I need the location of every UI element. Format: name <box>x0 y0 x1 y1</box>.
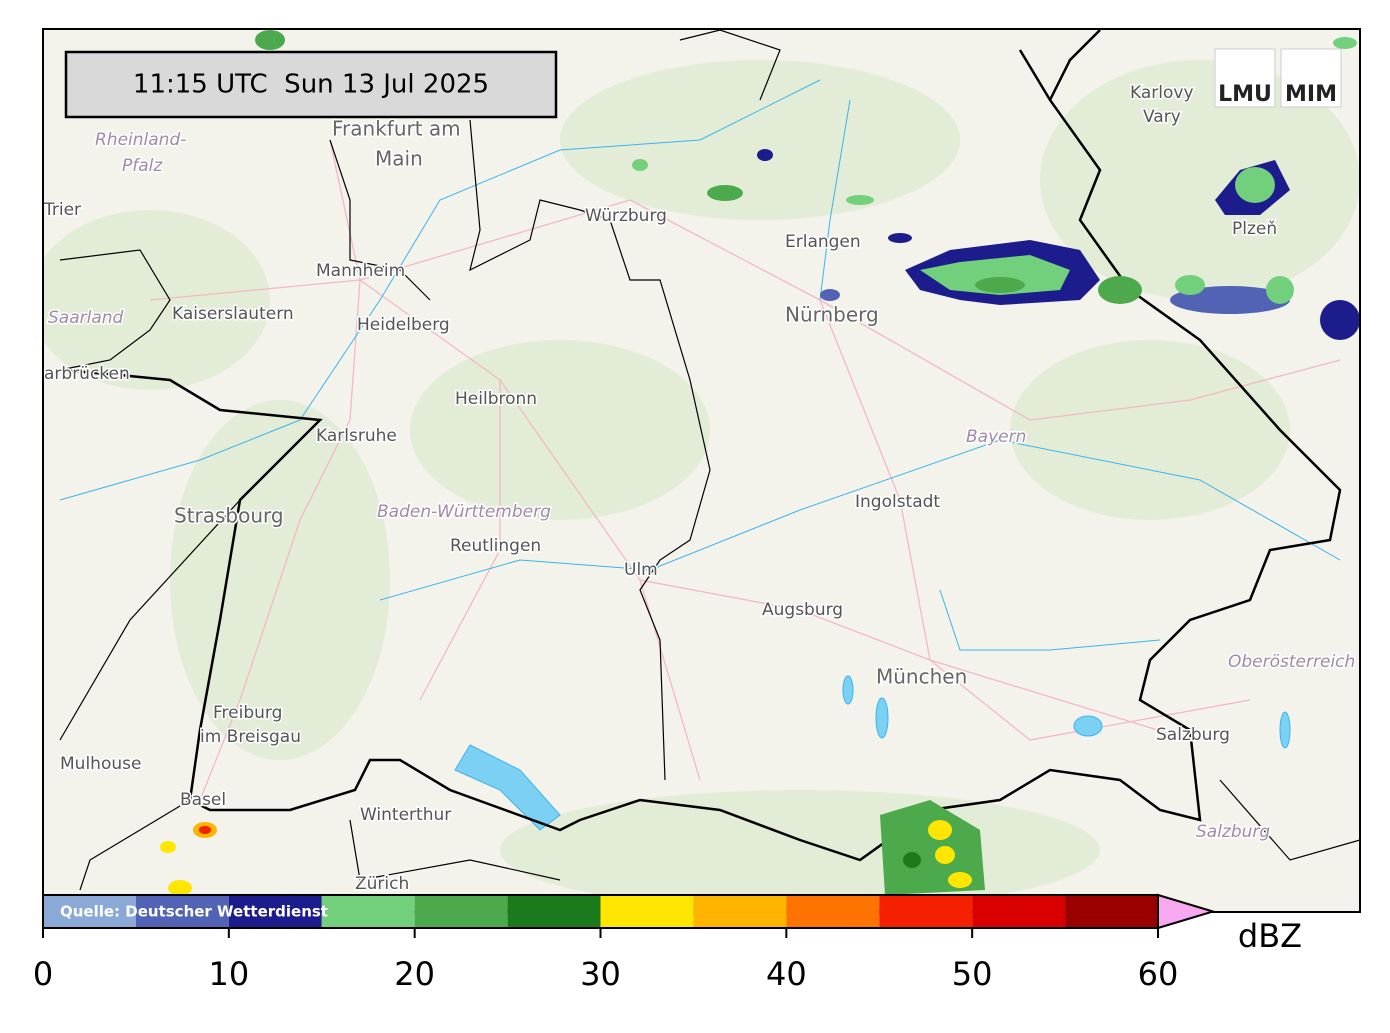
place-label: München <box>876 665 967 689</box>
colorbar-segment <box>879 895 973 928</box>
colorbar-segment <box>693 895 787 928</box>
place-label: Rheinland- <box>95 130 186 150</box>
timestamp-box <box>64 50 558 119</box>
map: Frankfurt am Main Rheinland- Pfalz Trier… <box>43 29 1360 912</box>
colorbar-segment <box>43 895 136 928</box>
place-label: Mulhouse <box>60 754 141 774</box>
place-label: Bayern <box>966 427 1026 447</box>
colorbar-segment <box>600 895 694 928</box>
borders <box>59 29 1360 891</box>
logo-text: LMU <box>1218 82 1272 107</box>
colorbar-segment <box>972 895 1066 928</box>
place-label: Reutlingen <box>450 536 541 556</box>
place-label: Salzburg <box>1156 725 1230 745</box>
tick-label: 20 <box>394 955 435 993</box>
place-label: Baden-Württemberg <box>377 502 551 522</box>
tick-label: 0 <box>33 955 53 993</box>
place-label: Freiburg <box>213 703 282 723</box>
place-label: Kaiserslautern <box>172 304 294 324</box>
place-label: Trier <box>43 200 81 220</box>
place-label: im Breisgau <box>200 727 301 747</box>
rivers <box>59 79 1341 651</box>
colorbar-segment <box>507 895 601 928</box>
radar-echoes <box>160 30 1360 896</box>
colorbar-segment <box>228 895 322 928</box>
place-label: Oberösterreich <box>1228 652 1355 672</box>
place-label: Plzeň <box>1232 219 1277 239</box>
roads <box>149 139 1341 801</box>
place-label: arbrücken <box>44 364 130 384</box>
colorbar-segment <box>1065 895 1158 928</box>
logo: LMU MIM <box>1214 48 1342 108</box>
place-label: Main <box>375 147 423 171</box>
place-label: Würzburg <box>585 206 667 226</box>
place-label: Zürich <box>355 874 409 894</box>
place-label: Ulm <box>624 560 658 580</box>
place-label: Heidelberg <box>357 315 450 335</box>
tick-label: 50 <box>952 955 993 993</box>
place-label: Nürnberg <box>785 303 879 327</box>
place-label: Heilbronn <box>455 389 537 409</box>
place-labels: Frankfurt am Main Rheinland- Pfalz Trier… <box>43 82 1357 896</box>
place-label: Karlsruhe <box>316 426 397 446</box>
place-label: Strasbourg <box>174 504 284 528</box>
colorbar-segment <box>321 895 415 928</box>
place-label: Ingolstadt <box>855 492 940 512</box>
tick-label: 40 <box>766 955 807 993</box>
colorbar-segment <box>786 895 880 928</box>
colorbar-segment <box>135 895 229 928</box>
colorbar-segment <box>414 895 508 928</box>
logo-text: MIM <box>1285 82 1337 107</box>
colorbar-label: dBZ <box>1238 917 1302 955</box>
place-label: Vary <box>1143 107 1181 127</box>
place-label: Augsburg <box>762 600 843 620</box>
tick-label: 10 <box>208 955 249 993</box>
place-label: Basel <box>180 790 226 810</box>
place-label: Saarland <box>48 308 124 328</box>
tick-label: 60 <box>1138 955 1179 993</box>
place-label: Erlangen <box>785 232 861 252</box>
tick-label: 30 <box>580 955 621 993</box>
place-label: Karlovy <box>1130 83 1194 103</box>
timestamp: 11:15 UTC Sun 13 Jul 2025 <box>133 70 489 100</box>
source-credit: Quelle: Deutscher Wetterdienst <box>60 903 328 921</box>
colorbar: 0 10 20 30 40 50 60 <box>33 893 1217 993</box>
place-label: Salzburg <box>1196 822 1270 842</box>
place-label: Frankfurt am <box>332 117 461 141</box>
lakes <box>454 675 1291 831</box>
place-label: Pfalz <box>122 156 163 176</box>
place-label: Mannheim <box>316 261 405 281</box>
place-label: Winterthur <box>360 805 451 825</box>
